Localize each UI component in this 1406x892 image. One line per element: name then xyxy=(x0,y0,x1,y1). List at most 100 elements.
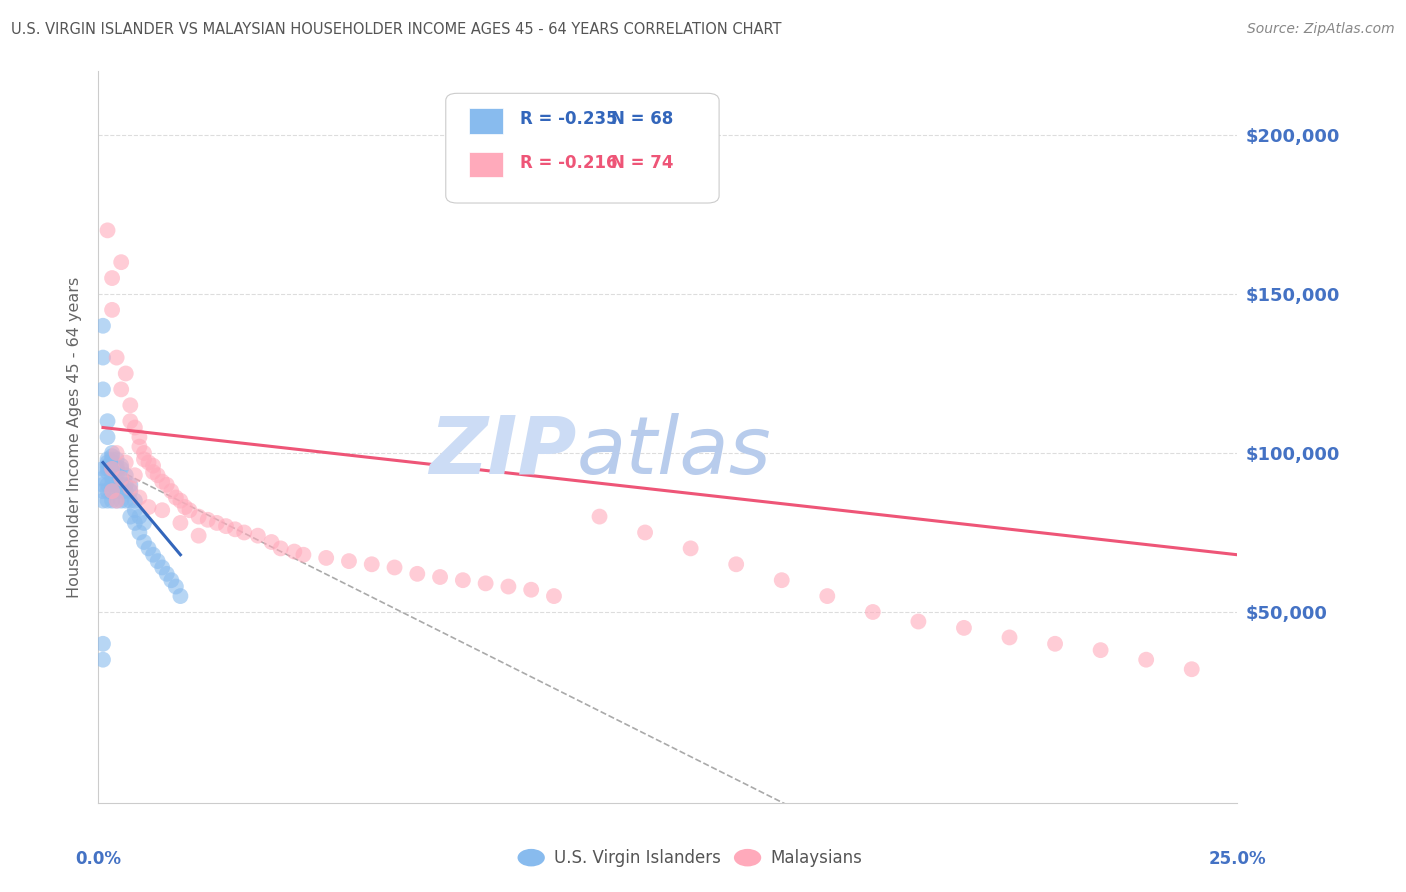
Point xyxy=(101,465,124,479)
Point xyxy=(105,462,128,476)
Point xyxy=(120,398,142,412)
Point xyxy=(101,484,124,499)
Point xyxy=(105,468,128,483)
Point xyxy=(114,484,136,499)
Point xyxy=(105,351,128,365)
Text: ZIP: ZIP xyxy=(429,413,576,491)
Point xyxy=(815,589,838,603)
Point xyxy=(953,621,976,635)
Point xyxy=(101,462,124,476)
Point xyxy=(101,446,124,460)
Point xyxy=(725,558,748,572)
Point xyxy=(110,471,132,485)
Point xyxy=(1090,643,1112,657)
Point xyxy=(91,477,114,491)
Point xyxy=(96,414,118,428)
Point xyxy=(96,458,118,473)
Point xyxy=(150,503,173,517)
Point xyxy=(91,318,114,333)
Point xyxy=(169,589,191,603)
Point xyxy=(124,420,146,434)
Point xyxy=(588,509,610,524)
Point xyxy=(120,414,142,428)
Point xyxy=(360,558,382,572)
Point xyxy=(160,484,183,499)
Point xyxy=(138,456,160,470)
Point xyxy=(187,529,209,543)
Point xyxy=(283,544,305,558)
Point xyxy=(105,484,128,499)
Point xyxy=(498,580,520,594)
Point xyxy=(114,493,136,508)
Point xyxy=(110,383,132,397)
Point xyxy=(101,493,124,508)
Point xyxy=(384,560,406,574)
Point xyxy=(205,516,228,530)
Point xyxy=(156,566,179,581)
FancyBboxPatch shape xyxy=(446,94,718,203)
Point xyxy=(679,541,702,556)
Point xyxy=(101,471,124,485)
Point xyxy=(96,493,118,508)
Point xyxy=(520,582,543,597)
Point xyxy=(156,477,179,491)
Point xyxy=(96,223,118,237)
Point xyxy=(337,554,360,568)
Point xyxy=(91,484,114,499)
Point xyxy=(907,615,929,629)
Point xyxy=(101,484,124,499)
Point xyxy=(101,456,124,470)
Point xyxy=(105,446,128,460)
Point xyxy=(105,452,128,467)
Point xyxy=(862,605,884,619)
Point xyxy=(132,535,155,549)
Point xyxy=(101,452,124,467)
Point xyxy=(474,576,496,591)
Point xyxy=(224,522,246,536)
Point xyxy=(165,580,187,594)
Text: R = -0.216: R = -0.216 xyxy=(520,153,617,172)
Point xyxy=(96,465,118,479)
Bar xyxy=(468,152,503,178)
Point xyxy=(91,653,114,667)
Point xyxy=(101,458,124,473)
Point xyxy=(1135,653,1157,667)
Point xyxy=(101,449,124,463)
Point xyxy=(124,516,146,530)
Point xyxy=(96,452,118,467)
Point xyxy=(142,458,165,473)
Point xyxy=(91,351,114,365)
Point xyxy=(169,516,191,530)
Point xyxy=(114,477,136,491)
Text: N = 74: N = 74 xyxy=(612,153,673,172)
Point xyxy=(146,468,169,483)
Point xyxy=(146,554,169,568)
Text: U.S. Virgin Islanders: U.S. Virgin Islanders xyxy=(554,848,721,867)
Point xyxy=(96,484,118,499)
Point xyxy=(150,560,173,574)
Point xyxy=(91,462,114,476)
Point xyxy=(132,516,155,530)
Point xyxy=(120,484,142,499)
Point xyxy=(114,468,136,483)
Point xyxy=(215,519,238,533)
Point xyxy=(120,493,142,508)
Point xyxy=(124,468,146,483)
Point xyxy=(105,493,128,508)
Text: N = 68: N = 68 xyxy=(612,110,673,128)
Point xyxy=(270,541,292,556)
Point xyxy=(138,541,160,556)
Y-axis label: Householder Income Ages 45 - 64 years: Householder Income Ages 45 - 64 years xyxy=(67,277,83,598)
Point xyxy=(429,570,451,584)
Point xyxy=(138,500,160,514)
Point xyxy=(128,430,150,444)
Point xyxy=(543,589,565,603)
Point xyxy=(96,430,118,444)
Point xyxy=(96,477,118,491)
Point xyxy=(169,493,191,508)
Point xyxy=(120,481,142,495)
Point xyxy=(120,509,142,524)
Point xyxy=(110,458,132,473)
Point xyxy=(128,491,150,505)
Text: Source: ZipAtlas.com: Source: ZipAtlas.com xyxy=(1247,22,1395,37)
